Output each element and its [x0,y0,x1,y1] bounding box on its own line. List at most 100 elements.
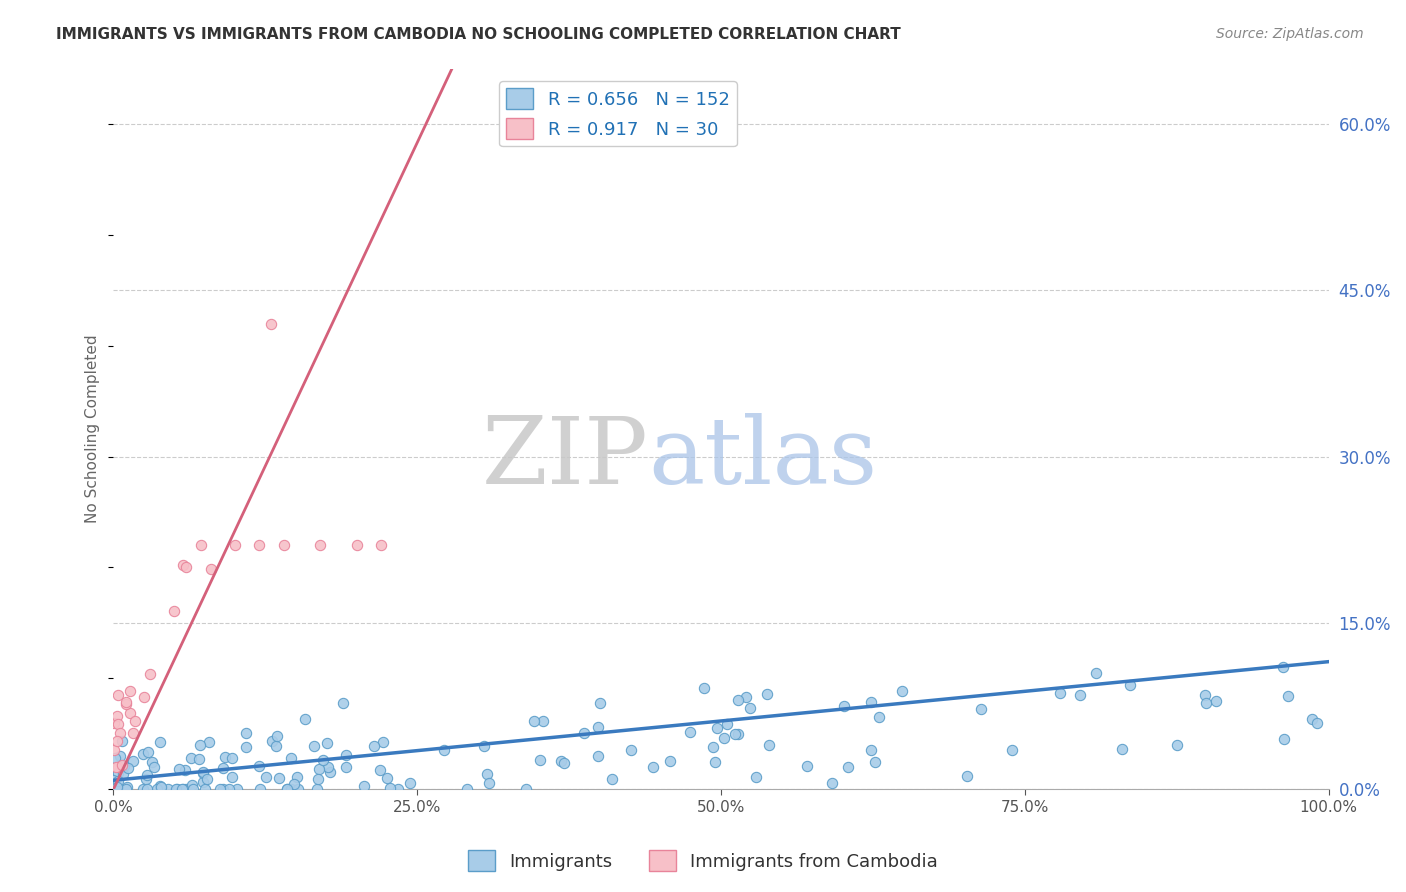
Immigrants [115,780,138,795]
Immigrants [1111,742,1133,756]
Immigrants from Cambodia [120,683,142,698]
Immigrants from Cambodia [200,562,222,576]
Immigrants [208,782,231,797]
Immigrants [693,681,716,695]
Immigrants [191,775,214,789]
Immigrants [860,695,883,709]
Immigrants from Cambodia [176,560,198,574]
Immigrants [1085,666,1108,681]
Immigrants from Cambodia [273,538,295,552]
Immigrants [456,782,478,797]
Immigrants [226,782,249,797]
Immigrants [727,693,749,707]
Immigrants [173,763,195,777]
Immigrants [135,768,157,782]
Immigrants from Cambodia [260,317,283,331]
Immigrants [860,743,883,757]
Immigrants [523,714,546,729]
Immigrants [287,782,309,797]
Immigrants [218,782,240,797]
Immigrants [620,742,643,756]
Immigrants [734,690,756,705]
Immigrants [515,782,537,797]
Immigrants from Cambodia [224,538,246,552]
Immigrants [553,756,575,770]
Immigrants [363,739,385,754]
Immigrants [141,755,163,769]
Immigrants from Cambodia [105,734,128,748]
Text: ZIP: ZIP [481,413,648,503]
Immigrants [1272,731,1295,746]
Immigrants [307,772,329,786]
Immigrants [221,751,243,765]
Immigrants from Cambodia [111,757,134,772]
Immigrants [970,702,993,716]
Immigrants [294,712,316,726]
Immigrants [745,770,768,784]
Immigrants [1271,660,1294,674]
Immigrants [249,782,271,797]
Immigrants [679,724,702,739]
Immigrants [150,780,173,794]
Immigrants [332,696,354,710]
Immigrants [318,765,340,780]
Immigrants [1306,715,1329,730]
Immigrants [194,781,217,796]
Immigrants [738,701,761,715]
Immigrants [796,759,818,773]
Immigrants [1069,688,1091,702]
Immigrants [181,778,204,792]
Immigrants [145,782,167,797]
Text: atlas: atlas [648,413,877,503]
Immigrants [235,725,257,739]
Immigrants [702,739,724,754]
Immigrants [706,721,728,735]
Text: IMMIGRANTS VS IMMIGRANTS FROM CAMBODIA NO SCHOOLING COMPLETED CORRELATION CHART: IMMIGRANTS VS IMMIGRANTS FROM CAMBODIA N… [56,27,901,42]
Immigrants [170,782,193,797]
Immigrants [276,782,298,797]
Immigrants from Cambodia [122,725,145,739]
Immigrants [821,776,844,790]
Immigrants [107,773,129,788]
Immigrants [1000,743,1022,757]
Immigrants [868,710,890,724]
Immigrants [302,739,325,754]
Immigrants [1194,688,1216,702]
Immigrants [264,739,287,753]
Immigrants [280,751,302,765]
Immigrants [103,772,125,787]
Immigrants [136,745,159,759]
Immigrants from Cambodia [103,715,125,730]
Immigrants [132,782,155,797]
Immigrants [247,759,270,773]
Immigrants [641,760,664,774]
Immigrants from Cambodia [247,538,270,552]
Immigrants [111,766,134,780]
Immigrants [221,770,243,784]
Immigrants [1195,697,1218,711]
Immigrants from Cambodia [370,538,392,552]
Immigrants from Cambodia [107,688,129,702]
Immigrants [477,776,499,790]
Immigrants [703,755,725,769]
Immigrants [312,753,335,767]
Immigrants [378,780,401,795]
Immigrants [550,754,572,768]
Immigrants [600,772,623,786]
Immigrants [727,727,749,741]
Immigrants from Cambodia [124,714,146,729]
Immigrants from Cambodia [105,708,128,723]
Legend: Immigrants, Immigrants from Cambodia: Immigrants, Immigrants from Cambodia [461,843,945,879]
Immigrants [149,735,172,749]
Immigrants from Cambodia [309,538,332,552]
Immigrants [589,696,612,710]
Immigrants [283,777,305,791]
Immigrants [472,739,495,754]
Immigrants [572,726,595,740]
Immigrants [117,761,139,775]
Immigrants from Cambodia [163,604,186,618]
Immigrants [254,770,277,784]
Text: Source: ZipAtlas.com: Source: ZipAtlas.com [1216,27,1364,41]
Immigrants [169,762,191,776]
Immigrants [276,782,298,797]
